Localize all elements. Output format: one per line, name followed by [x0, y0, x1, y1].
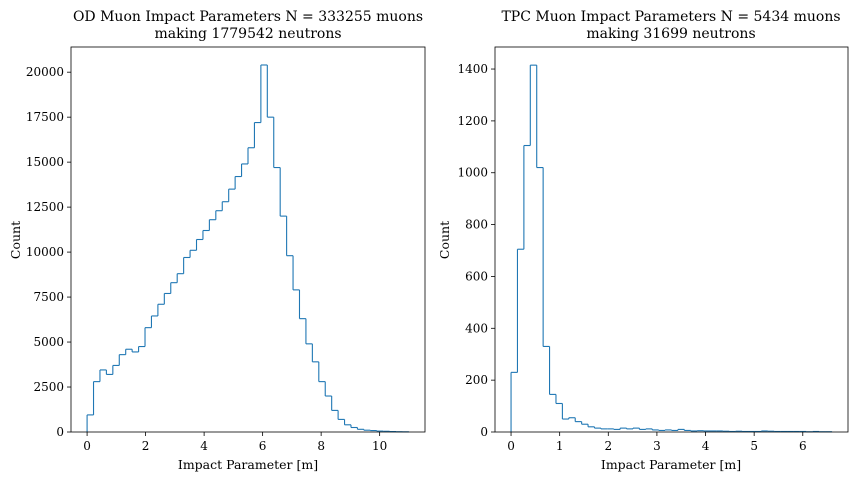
od-title-line1: OD Muon Impact Parameters N = 333255 muo… [73, 9, 423, 25]
tpc-xtick-label: 0 [507, 439, 515, 453]
tpc-xtick-label: 5 [750, 439, 758, 453]
od-xtick-label: 6 [259, 439, 267, 453]
od-title-line2: making 1779542 neutrons [154, 26, 341, 42]
tpc-ytick-label: 200 [465, 373, 488, 387]
tpc-title-line1: TPC Muon Impact Parameters N = 5434 muon… [501, 9, 840, 25]
od-xtick-label: 0 [83, 439, 91, 453]
tpc-ytick-label: 1000 [457, 166, 488, 180]
tpc-xtick-label: 4 [702, 439, 710, 453]
tpc-ytick-label: 1200 [457, 114, 488, 128]
od-ytick-label: 17500 [26, 110, 64, 124]
panel-tpc: TPC Muon Impact Parameters N = 5434 muon… [437, 9, 849, 472]
od-ytick-label: 20000 [26, 65, 64, 79]
od-ytick-label: 5000 [33, 335, 64, 349]
od-bars [86, 64, 410, 433]
od-ytick-label: 15000 [26, 155, 64, 169]
od-ytick-label: 10000 [26, 245, 64, 259]
tpc-ytick-label: 800 [465, 218, 488, 232]
od-ytick-label: 12500 [26, 200, 64, 214]
od-ytick-label: 0 [56, 425, 64, 439]
tpc-ticks: 0 1 2 3 4 5 6 0 200 400 600 800 1000 1200 1400 [457, 62, 806, 453]
od-ytick-label: 7500 [33, 290, 64, 304]
tpc-xtick-label: 3 [653, 439, 661, 453]
od-xtick-label: 4 [200, 439, 208, 453]
tpc-xtick-label: 1 [556, 439, 564, 453]
tpc-ytick-label: 1400 [457, 62, 488, 76]
tpc-ytick-label: 600 [465, 269, 488, 283]
tpc-title-line2: making 31699 neutrons [586, 26, 755, 42]
tpc-xlabel: Impact Parameter [m] [601, 457, 741, 472]
od-ticks: 0 2 4 6 8 10 0 2500 5000 7500 10000 12500 15000 17500… [26, 65, 387, 453]
od-ylabel: Count [8, 221, 23, 259]
od-xtick-label: 10 [372, 439, 387, 453]
tpc-xtick-label: 6 [799, 439, 807, 453]
od-xlabel: Impact Parameter [m] [178, 457, 318, 472]
od-axes-frame [70, 46, 426, 433]
od-xtick-label: 2 [142, 439, 150, 453]
tpc-axes-frame [494, 46, 849, 433]
od-ytick-label: 2500 [33, 380, 64, 394]
panel-od: OD Muon Impact Parameters N = 333255 muo… [8, 9, 426, 472]
tpc-ytick-label: 400 [465, 321, 488, 335]
tpc-xtick-label: 2 [604, 439, 612, 453]
tpc-ytick-label: 0 [480, 425, 488, 439]
tpc-bars [510, 64, 833, 433]
tpc-ylabel: Count [437, 221, 452, 259]
od-xtick-label: 8 [317, 439, 325, 453]
